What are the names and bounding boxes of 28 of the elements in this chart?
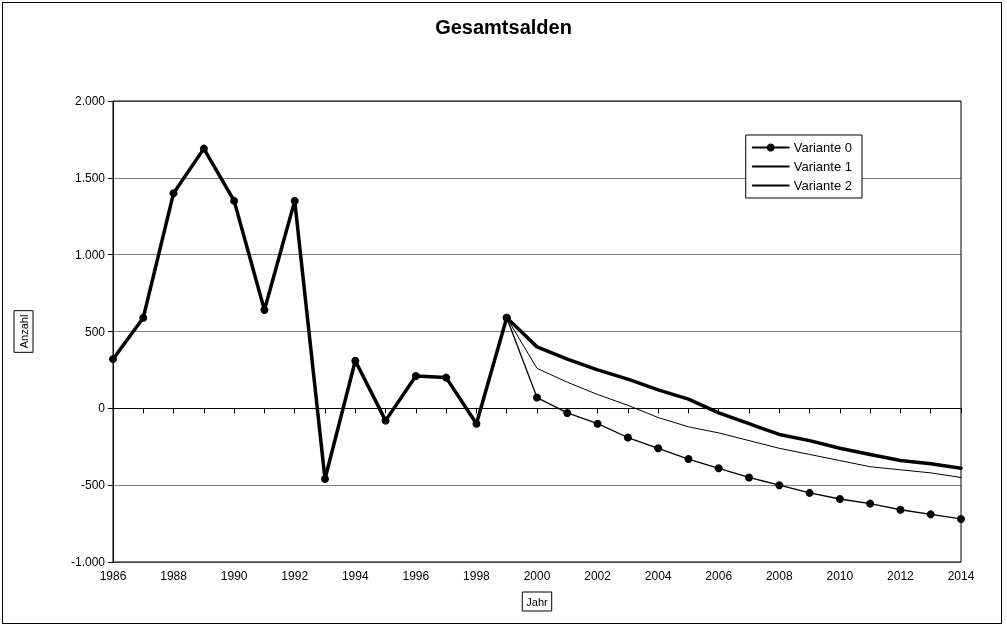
x-axis-title: Jahr (526, 595, 549, 608)
y-axis-title: Anzahl (17, 314, 30, 349)
x-tick-label: 1994 (341, 569, 369, 583)
y-tick-label: -500 (80, 478, 106, 493)
y-tick-label: 1.500 (74, 170, 106, 185)
y-tick-label: 2.000 (74, 94, 106, 108)
x-tick-label: 2008 (765, 569, 793, 583)
x-tick-label: 2002 (584, 569, 612, 583)
legend-label: Variante 2 (793, 178, 852, 193)
x-tick-label: 1986 (99, 569, 127, 583)
x-tick-label: 2000 (523, 569, 551, 583)
x-tick-label: 1988 (160, 569, 188, 583)
y-tick-label: 500 (84, 324, 106, 339)
x-tick-label: 2014 (947, 569, 975, 583)
y-tick-label: -1.000 (70, 555, 106, 569)
chart-title: Gesamtsalden (435, 16, 572, 38)
x-tick-label: 1992 (281, 569, 309, 583)
x-tick-label: 1990 (220, 569, 248, 583)
x-tick-label: 2012 (887, 569, 915, 583)
legend-label: Variante 0 (793, 140, 852, 155)
x-tick-label: 1998 (463, 569, 491, 583)
x-tick-label: 2006 (705, 569, 733, 583)
y-tick-label: 1.000 (74, 247, 106, 262)
y-tick-label: 0 (98, 401, 106, 416)
x-tick-label: 2004 (644, 569, 672, 583)
x-tick-label: 2010 (826, 569, 854, 583)
legend-label: Variante 1 (793, 159, 852, 174)
x-tick-label: 1996 (402, 569, 430, 583)
